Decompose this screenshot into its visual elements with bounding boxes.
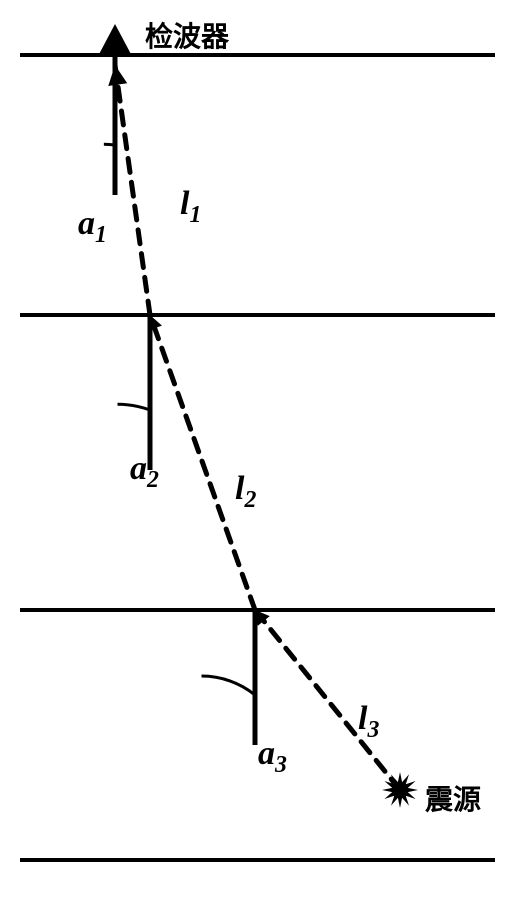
angle-label-a3: a3 xyxy=(258,735,287,779)
ray-diagram: a1 a2 a3 l1 l2 l3 检波器 震源 xyxy=(0,0,515,906)
angle-label-a2: a2 xyxy=(130,450,159,494)
segment-label-l3: l3 xyxy=(358,700,379,744)
segment-label-l1: l1 xyxy=(180,185,201,229)
detector-label: 检波器 xyxy=(145,15,229,55)
segment-label-l2: l2 xyxy=(235,470,256,514)
angle-label-a1: a1 xyxy=(78,205,107,249)
source-label: 震源 xyxy=(425,778,481,818)
